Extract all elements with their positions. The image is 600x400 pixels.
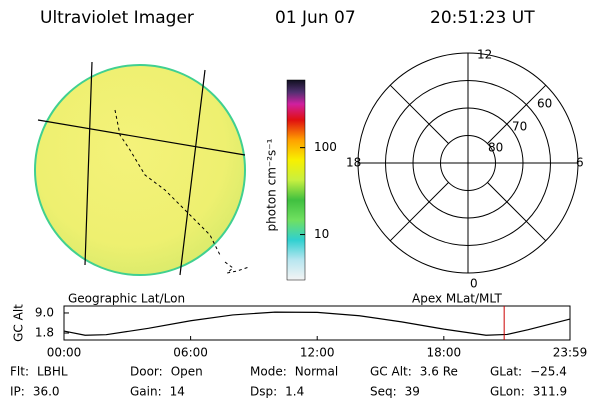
field-value: 14 [170, 385, 185, 399]
polar-grid [357, 52, 579, 274]
x-tick-label: 18:00 [427, 346, 462, 360]
mlt-label: 6 [576, 156, 584, 170]
lat-label: 60 [537, 97, 552, 111]
x-tick-label: 06:00 [173, 346, 208, 360]
field-label: Dsp: [250, 385, 277, 399]
field-label: GLon: [490, 385, 525, 399]
y-tick-label: 1.8 [35, 326, 54, 340]
colorbar-label: photon cm⁻²s⁻¹ [265, 138, 279, 231]
field-value: 39 [405, 385, 420, 399]
field-label: Flt: [10, 365, 29, 379]
earth-image [34, 61, 250, 276]
time: 20:51:23 UT [430, 8, 535, 28]
date: 01 Jun 07 [275, 8, 356, 28]
field-value: 1.4 [285, 385, 304, 399]
field-label: Mode: [250, 365, 287, 379]
title: Ultraviolet Imager [40, 8, 194, 28]
altitude-line [63, 311, 571, 336]
field-value: Open [171, 365, 203, 379]
field-label: GLat: [490, 365, 522, 379]
field-value: LBHL [37, 365, 68, 379]
panel-label: Geographic Lat/Lon [68, 292, 185, 306]
x-tick-label: 12:00 [300, 346, 335, 360]
colorbar [286, 79, 306, 281]
field-value: Normal [295, 365, 338, 379]
x-tick-label: 00:00 [47, 346, 82, 360]
panel-label: Apex MLat/MLT [412, 292, 502, 306]
field-label: Door: [130, 365, 163, 379]
field-value: −25.4 [530, 365, 567, 379]
mlt-label: 0 [470, 277, 478, 291]
field-label: Gain: [130, 385, 162, 399]
field-value: 3.6 Re [420, 365, 458, 379]
field-label: GC Alt: [370, 365, 412, 379]
mlt-label: 18 [346, 156, 361, 170]
field-value: 311.9 [533, 385, 567, 399]
lat-label: 80 [488, 141, 503, 155]
mlt-label: 12 [477, 48, 492, 62]
y-axis-label: GC Alt [12, 304, 26, 342]
field-label: IP: [10, 385, 25, 399]
field-value: 36.0 [33, 385, 60, 399]
x-tick-label: 23:59 [553, 346, 588, 360]
y-tick-label: 9.0 [35, 305, 54, 319]
lat-label: 70 [512, 120, 527, 134]
field-label: Seq: [370, 385, 397, 399]
colorbar-tick-label: 100 [314, 140, 337, 154]
colorbar-tick-label: 10 [314, 227, 329, 241]
